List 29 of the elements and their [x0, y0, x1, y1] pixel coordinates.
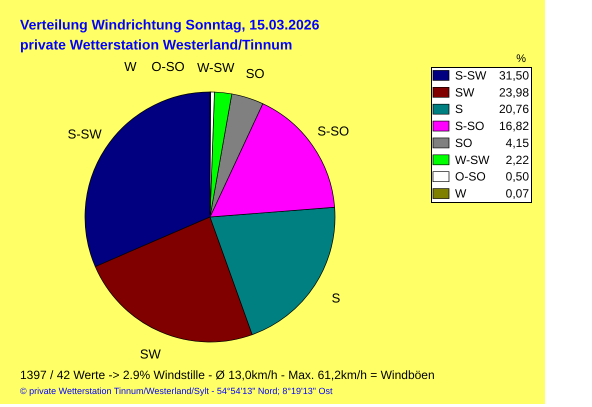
slice-label: SW — [140, 346, 162, 362]
slice-label: SO — [246, 66, 265, 81]
legend-title: % — [516, 53, 526, 65]
data-label: 31,50 — [498, 68, 530, 82]
data-label: 0,07 — [506, 186, 530, 201]
legend-label: SO — [455, 136, 472, 150]
legend-label: W — [455, 186, 467, 201]
slice-label: W-SW — [197, 60, 236, 75]
category-label: W — [124, 59, 136, 74]
data-label: 20,76 — [498, 102, 530, 116]
slice-label: S-SO — [317, 124, 350, 139]
legend-label: SW — [455, 85, 476, 100]
legend-label: S — [455, 102, 464, 116]
data-label: 23,98 — [498, 85, 530, 100]
data-label: 16,82 — [498, 119, 530, 134]
category-label: O-SO — [151, 59, 185, 74]
chart-subtitle: private Wetterstation Westerland/Tinnum — [20, 36, 292, 52]
legend-label: S-SW — [455, 68, 488, 82]
chart-title: Verteilung Windrichtung Sonntag, 15.03.2026 — [20, 16, 320, 32]
slice-label: S-SW — [68, 126, 102, 142]
text: 1397 / 42 Werte -> 2.9% Windstille - Ø 13,0km/h - Max. 61,2km/h = Windböen — [20, 368, 435, 382]
legend-label: O-SO — [455, 170, 486, 184]
data-label: 2,22 — [506, 152, 530, 167]
data-label: 4,15 — [506, 136, 530, 150]
text: © private Wetterstation Tinnum/Westerland/Sylt - 54°54'13" Nord; 8°19'13" Ost — [20, 386, 333, 396]
data-label: 0,50 — [506, 170, 530, 184]
legend-label: S-SO — [455, 119, 484, 134]
legend-label: W-SW — [455, 152, 490, 167]
slice-label: S — [332, 290, 341, 306]
